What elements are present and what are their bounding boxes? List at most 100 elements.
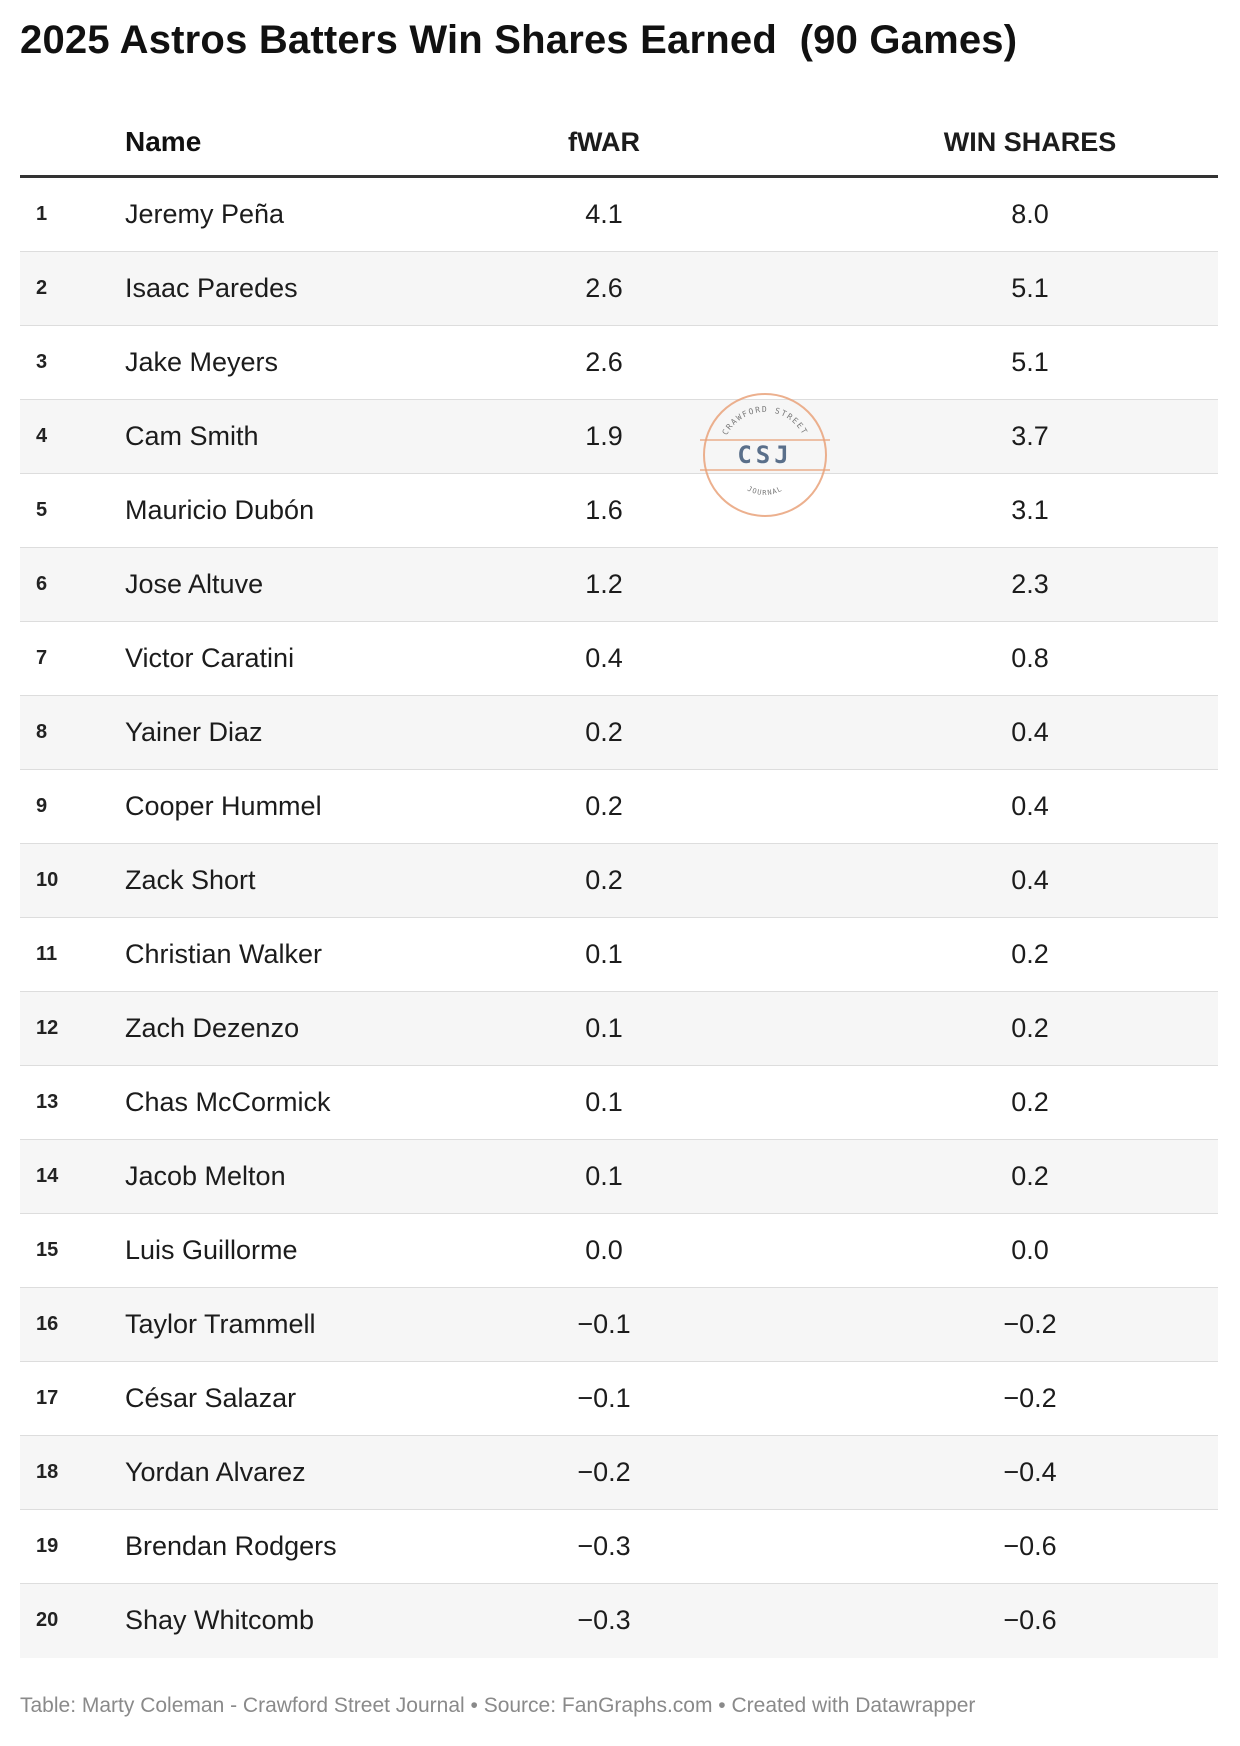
table-row: 17 César Salazar −0.1 −0.2 (20, 1362, 1218, 1436)
player-name-cell: Brendan Rodgers (125, 1531, 337, 1561)
fwar-cell: 1.6 (585, 495, 623, 525)
table-row: 14 Jacob Melton 0.1 0.2 (20, 1140, 1218, 1214)
table-row: 1 Jeremy Peña 4.1 8.0 (20, 178, 1218, 252)
rank-cell: 13 (36, 1091, 59, 1113)
rank-cell: 7 (36, 647, 48, 669)
column-header-name[interactable]: Name (125, 126, 202, 157)
table-row: 10 Zack Short 0.2 0.4 (20, 844, 1218, 918)
table-row: 15 Luis Guillorme 0.0 0.0 (20, 1214, 1218, 1288)
rank-cell: 8 (36, 721, 48, 743)
win-shares-cell: 8.0 (1011, 199, 1049, 229)
fwar-cell: 0.1 (585, 1087, 623, 1117)
rank-cell: 11 (36, 943, 58, 965)
rank-cell: 9 (36, 795, 48, 817)
win-shares-cell: −0.6 (1003, 1605, 1057, 1635)
player-name-cell: Isaac Paredes (125, 273, 298, 303)
win-shares-cell: −0.2 (1003, 1383, 1057, 1413)
rank-cell: 3 (36, 351, 48, 373)
table-row: 6 Jose Altuve 1.2 2.3 (20, 548, 1218, 622)
rank-cell: 17 (36, 1387, 59, 1409)
win-shares-cell: 0.8 (1011, 643, 1049, 673)
fwar-cell: −0.1 (577, 1309, 631, 1339)
win-shares-cell: 0.4 (1011, 717, 1049, 747)
fwar-cell: 1.9 (585, 421, 623, 451)
fwar-cell: 4.1 (585, 199, 623, 229)
rank-cell: 4 (36, 425, 48, 447)
table-row: 12 Zach Dezenzo 0.1 0.2 (20, 992, 1218, 1066)
fwar-cell: 0.1 (585, 1161, 623, 1191)
win-shares-cell: 0.2 (1011, 939, 1049, 969)
rank-cell: 5 (36, 499, 48, 521)
table-row: 3 Jake Meyers 2.6 5.1 (20, 326, 1218, 400)
player-name-cell: Zack Short (125, 865, 256, 895)
player-name-cell: César Salazar (125, 1383, 297, 1413)
table-row: 2 Isaac Paredes 2.6 5.1 (20, 252, 1218, 326)
rank-cell: 2 (36, 277, 48, 299)
table-row: 8 Yainer Diaz 0.2 0.4 (20, 696, 1218, 770)
column-header-fwar[interactable]: fWAR (568, 127, 640, 157)
player-name-cell: Jeremy Peña (125, 199, 285, 229)
rank-cell: 6 (36, 573, 48, 595)
fwar-cell: −0.1 (577, 1383, 631, 1413)
win-shares-cell: 5.1 (1011, 273, 1049, 303)
win-shares-cell: 5.1 (1011, 347, 1049, 377)
fwar-cell: −0.3 (577, 1531, 631, 1561)
win-shares-cell: −0.4 (1003, 1457, 1057, 1487)
fwar-cell: −0.3 (577, 1605, 631, 1635)
player-name-cell: Christian Walker (125, 939, 323, 969)
table-row: 5 Mauricio Dubón 1.6 3.1 (20, 474, 1218, 548)
table-row: 16 Taylor Trammell −0.1 −0.2 (20, 1288, 1218, 1362)
win-shares-cell: 2.3 (1011, 569, 1049, 599)
rank-cell: 18 (36, 1461, 59, 1483)
fwar-cell: 1.2 (585, 569, 623, 599)
table-header-row: Name fWAR WIN SHARES (20, 108, 1218, 178)
fwar-cell: 0.2 (585, 791, 623, 821)
rank-cell: 14 (36, 1165, 59, 1187)
player-name-cell: Cooper Hummel (125, 791, 322, 821)
table-row: 18 Yordan Alvarez −0.2 −0.4 (20, 1436, 1218, 1510)
player-name-cell: Jake Meyers (125, 347, 279, 377)
rank-cell: 10 (36, 869, 59, 891)
fwar-cell: 0.1 (585, 1013, 623, 1043)
player-name-cell: Chas McCormick (125, 1087, 331, 1117)
fwar-cell: −0.2 (577, 1457, 631, 1487)
win-shares-table: Name fWAR WIN SHARES 1 Jeremy Peña 4.1 8.0 2… (20, 108, 1218, 1658)
rank-cell: 20 (36, 1609, 59, 1631)
table-row: 19 Brendan Rodgers −0.3 −0.6 (20, 1510, 1218, 1584)
win-shares-cell: 3.7 (1011, 421, 1049, 451)
table-row: 13 Chas McCormick 0.1 0.2 (20, 1066, 1218, 1140)
rank-cell: 15 (36, 1239, 59, 1261)
player-name-cell: Victor Caratini (125, 643, 295, 673)
player-name-cell: Yordan Alvarez (125, 1457, 306, 1487)
column-header-win-shares[interactable]: WIN SHARES (943, 127, 1117, 157)
player-name-cell: Mauricio Dubón (125, 495, 315, 525)
win-shares-cell: 0.2 (1011, 1161, 1049, 1191)
player-name-cell: Cam Smith (125, 421, 259, 451)
rank-cell: 16 (36, 1313, 59, 1335)
win-shares-cell: −0.2 (1003, 1309, 1057, 1339)
table-row: 11 Christian Walker 0.1 0.2 (20, 918, 1218, 992)
player-name-cell: Luis Guillorme (125, 1235, 298, 1265)
player-name-cell: Jose Altuve (125, 569, 264, 599)
table-row: 9 Cooper Hummel 0.2 0.4 (20, 770, 1218, 844)
win-shares-cell: 3.1 (1011, 495, 1049, 525)
chart-title: 2025 Astros Batters Win Shares Earned (9… (20, 18, 1018, 62)
win-shares-cell: 0.4 (1011, 865, 1049, 895)
fwar-cell: 0.2 (585, 865, 623, 895)
table-row: 20 Shay Whitcomb −0.3 −0.6 (20, 1584, 1218, 1658)
fwar-cell: 0.1 (585, 939, 623, 969)
player-name-cell: Zach Dezenzo (125, 1013, 300, 1043)
table-body: 1 Jeremy Peña 4.1 8.0 2 Isaac Paredes 2.6 5.1 3 J… (20, 178, 1218, 1658)
table-footer-credits: Table: Marty Coleman - Crawford Street J… (20, 1694, 976, 1717)
win-shares-cell: −0.6 (1003, 1531, 1057, 1561)
player-name-cell: Jacob Melton (125, 1161, 286, 1191)
win-shares-cell: 0.2 (1011, 1013, 1049, 1043)
fwar-cell: 2.6 (585, 347, 623, 377)
fwar-cell: 0.2 (585, 717, 623, 747)
fwar-cell: 0.4 (585, 643, 623, 673)
player-name-cell: Yainer Diaz (125, 717, 263, 747)
table-row: 7 Victor Caratini 0.4 0.8 (20, 622, 1218, 696)
win-shares-cell: 0.4 (1011, 791, 1049, 821)
rank-cell: 1 (36, 203, 48, 225)
rank-cell: 19 (36, 1535, 59, 1557)
